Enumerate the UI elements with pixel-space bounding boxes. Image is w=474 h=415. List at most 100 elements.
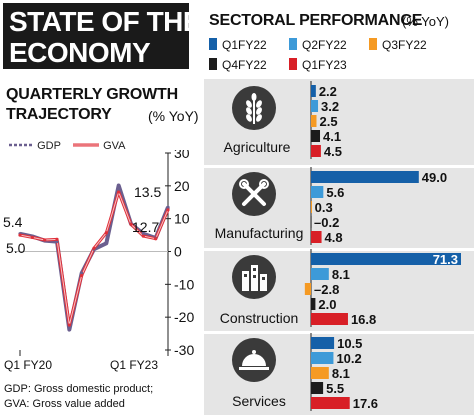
- bar-value-label: 2.2: [319, 84, 337, 99]
- data-point-gdp: [55, 240, 59, 244]
- bar-construction-q2fy22: [311, 268, 329, 280]
- y-tick-label: 10: [174, 211, 190, 227]
- legend-q2fy22: Q2FY22: [289, 38, 347, 52]
- x-tick-label-end: Q1 FY23: [110, 358, 158, 372]
- data-point-gva: [18, 233, 22, 237]
- annotation-label: 13.5: [134, 184, 161, 200]
- header-line-1: STATE OF THE: [9, 6, 202, 37]
- annotation-label: 5.4: [3, 214, 23, 230]
- swatch-q1fy23: [289, 58, 297, 70]
- sectoral-unit: (% YoY): [402, 14, 449, 29]
- y-tick-label: -10: [174, 276, 194, 292]
- growth-title-line-1: QUARTERLY GROWTH: [6, 86, 178, 103]
- bar-services-q4fy22: [311, 382, 324, 394]
- bar-value-label: 2.5: [320, 114, 338, 129]
- bar-construction-q1fy22: [311, 253, 461, 265]
- bar-manufacturing-q1fy23: [311, 231, 322, 243]
- data-point-gva: [30, 235, 34, 239]
- legend-q3fy22-label: Q3FY22: [382, 38, 427, 52]
- bar-agriculture-q4fy22: [311, 130, 321, 142]
- bar-value-label: 4.1: [323, 129, 341, 144]
- bar-value-label: 8.1: [332, 366, 350, 381]
- bar-value-label: 49.0: [422, 170, 447, 185]
- gdp-swatch-icon: [9, 143, 33, 147]
- bar-value-label: 4.8: [325, 230, 343, 245]
- data-point-gva: [92, 246, 96, 250]
- legend-q2fy22-label: Q2FY22: [302, 38, 347, 52]
- y-tick-label: -30: [174, 342, 194, 358]
- bar-value-label: 16.8: [351, 312, 376, 327]
- legend-gdp-label: GDP: [37, 140, 61, 152]
- bar-value-label: 4.5: [324, 144, 342, 159]
- data-point-gdp: [67, 328, 71, 332]
- bar-value-label: 2.0: [318, 297, 336, 312]
- growth-title-line-2: TRAJECTORY: [6, 106, 112, 123]
- bar-manufacturing-q4fy22: [310, 216, 312, 228]
- sectoral-title: SECTORAL PERFORMANCE: [209, 12, 423, 29]
- legend-gva: GVA: [72, 140, 125, 152]
- footnote-gva: GVA: Gross value added: [4, 398, 125, 410]
- gva-swatch-icon: [73, 143, 99, 147]
- legend-gdp: GDP: [8, 140, 61, 152]
- bar-manufacturing-q3fy22: [311, 201, 312, 213]
- sector-label-manufacturing: Manufacturing: [214, 225, 304, 241]
- bar-agriculture-q1fy23: [311, 145, 321, 157]
- data-point-gdp: [141, 232, 145, 236]
- swatch-q2fy22: [289, 38, 297, 50]
- bar-construction-q3fy22: [304, 283, 311, 295]
- data-point-gdp: [117, 183, 121, 188]
- bar-manufacturing-q1fy22: [311, 171, 419, 183]
- bar-value-label: 10.2: [336, 351, 361, 366]
- growth-unit: (% YoY): [148, 108, 199, 124]
- bar-services-q2fy22: [311, 352, 334, 364]
- bar-manufacturing-q2fy22: [311, 186, 324, 198]
- bar-agriculture-q2fy22: [311, 100, 319, 112]
- wheat-icon: [232, 86, 276, 130]
- legend-q4fy22: Q4FY22: [209, 58, 267, 72]
- bar-agriculture-q1fy22: [311, 85, 316, 97]
- footnote-gdp: GDP: Gross domestic product;: [4, 383, 154, 395]
- bar-value-label: 17.6: [353, 396, 378, 411]
- legend-q4fy22-label: Q4FY22: [222, 58, 267, 72]
- y-tick-label: 30: [174, 150, 190, 161]
- swatch-q3fy22: [369, 38, 377, 50]
- bar-value-label: 0.3: [315, 200, 333, 215]
- data-point-gva: [154, 237, 158, 241]
- legend-q3fy22: Q3FY22: [369, 38, 427, 52]
- bar-services-q3fy22: [311, 367, 329, 379]
- data-point-gva: [80, 273, 84, 278]
- y-tick-label: -20: [174, 309, 194, 325]
- bar-value-label: 8.1: [332, 267, 350, 282]
- bar-value-label: –2.8: [314, 282, 339, 297]
- cloche-icon: [232, 338, 276, 382]
- data-point-gdp: [80, 271, 84, 275]
- bar-value-label: 10.5: [337, 336, 362, 351]
- bar-services-q1fy23: [311, 397, 350, 409]
- bar-value-label: 71.3: [433, 252, 458, 267]
- legend-q1fy23-label: Q1FY23: [302, 58, 347, 72]
- sector-label-services: Services: [232, 393, 286, 409]
- bar-value-label: 5.5: [326, 381, 344, 396]
- legend-gva-label: GVA: [103, 140, 126, 152]
- buildings-icon: [232, 255, 276, 299]
- swatch-q1fy22: [209, 38, 217, 50]
- annotation-label: 5.0: [6, 240, 26, 256]
- data-point-gdp: [104, 241, 108, 245]
- data-point-gva: [129, 222, 133, 226]
- sector-label-construction: Construction: [219, 310, 299, 326]
- y-tick-label: 0: [174, 244, 182, 260]
- sector-label-agriculture: Agriculture: [223, 139, 291, 155]
- legend-q1fy22-label: Q1FY22: [222, 38, 267, 52]
- header-line-2: ECONOMY: [9, 37, 151, 68]
- data-point-gva: [43, 238, 47, 242]
- data-point-gva: [67, 323, 71, 327]
- data-point-gva: [104, 231, 108, 235]
- legend-q1fy22: Q1FY22: [209, 38, 267, 52]
- bar-value-label: 5.6: [326, 185, 344, 200]
- y-tick-label: 20: [174, 178, 190, 194]
- data-point-gva: [141, 234, 145, 238]
- bar-services-q1fy22: [311, 337, 335, 349]
- growth-line-chart: 30 20 10 0 -10 -20 -30 Q1 FY20 Q1 FY23 5.4 5.0 13.5…: [3, 150, 194, 372]
- bar-construction-q4fy22: [311, 298, 316, 310]
